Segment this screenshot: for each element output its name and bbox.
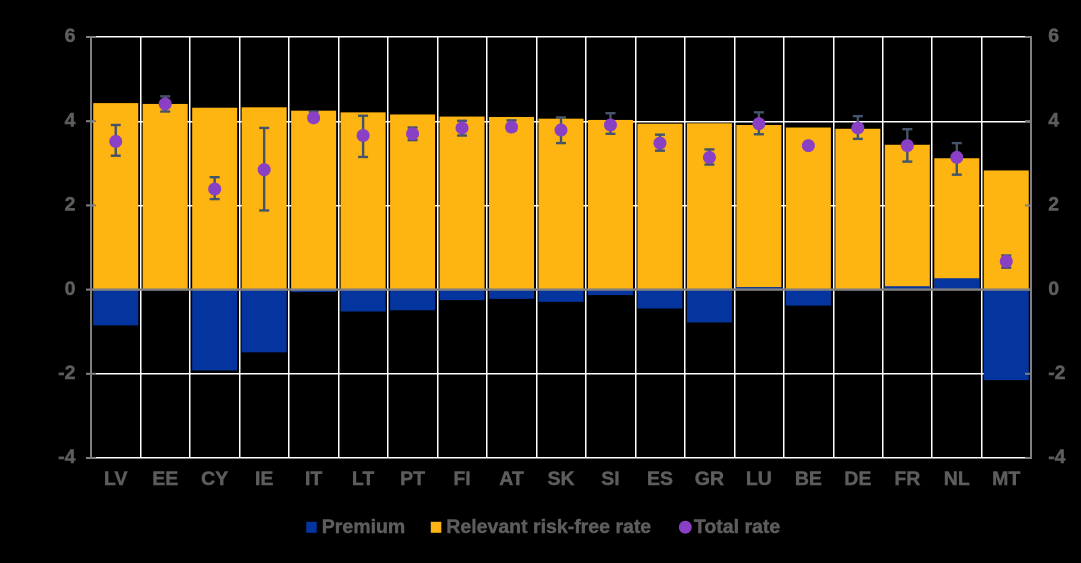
svg-text:LU: LU — [746, 468, 772, 490]
svg-text:FR: FR — [894, 468, 920, 490]
svg-text:IT: IT — [305, 468, 322, 490]
svg-text:MT: MT — [992, 468, 1020, 490]
svg-text:-2: -2 — [58, 362, 75, 384]
svg-text:Total rate: Total rate — [694, 516, 780, 538]
svg-text:2: 2 — [65, 194, 76, 216]
svg-text:LT: LT — [352, 468, 374, 490]
svg-text:4: 4 — [1048, 109, 1059, 131]
svg-text:SI: SI — [601, 468, 619, 490]
svg-text:Premium: Premium — [322, 516, 405, 538]
svg-text:6: 6 — [65, 25, 76, 47]
svg-text:ES: ES — [647, 468, 673, 490]
svg-text:Relevant risk-free rate: Relevant risk-free rate — [446, 516, 651, 538]
svg-text:FI: FI — [453, 468, 470, 490]
svg-text:-2: -2 — [1048, 362, 1065, 384]
svg-text:-4: -4 — [58, 446, 75, 468]
svg-text:EE: EE — [152, 468, 178, 490]
svg-text:CY: CY — [201, 468, 228, 490]
svg-text:IE: IE — [255, 468, 273, 490]
svg-text:SK: SK — [547, 468, 574, 490]
svg-text:2: 2 — [1048, 194, 1059, 216]
svg-text:GR: GR — [695, 468, 724, 490]
svg-text:LV: LV — [104, 468, 127, 490]
svg-text:BE: BE — [795, 468, 822, 490]
svg-text:0: 0 — [1048, 278, 1059, 300]
svg-text:6: 6 — [1048, 25, 1059, 47]
svg-text:-4: -4 — [1048, 446, 1065, 468]
svg-text:DE: DE — [844, 468, 871, 490]
svg-text:PT: PT — [400, 468, 425, 490]
svg-text:0: 0 — [65, 278, 76, 300]
svg-text:AT: AT — [499, 468, 524, 490]
svg-text:NL: NL — [944, 468, 970, 490]
svg-text:4: 4 — [65, 109, 76, 131]
